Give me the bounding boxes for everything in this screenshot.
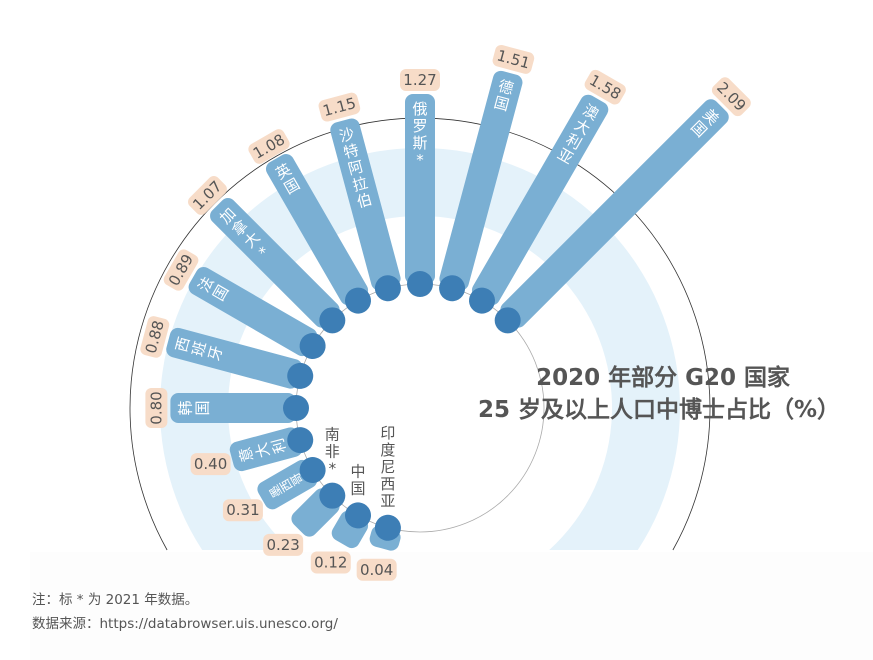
bar	[166, 327, 303, 389]
bar-dot	[345, 287, 371, 314]
source-note: 数据来源：https://databrowser.uis.unesco.org/	[32, 616, 338, 632]
bar-dot	[287, 427, 314, 454]
bar-group: 美国2.09	[494, 77, 751, 334]
category-label: 韩国	[176, 400, 211, 415]
bar-group	[369, 514, 401, 551]
bar-group: 英国1.08	[248, 129, 371, 314]
value-label-bg	[356, 558, 397, 581]
value-label-bg	[163, 249, 199, 291]
value-label-bg	[492, 44, 535, 74]
value-label-bg	[248, 129, 290, 164]
category-label: 沙特阿拉伯	[337, 124, 374, 211]
bar-dot	[287, 362, 314, 389]
bar	[188, 266, 318, 357]
bar-group: 俄罗斯* 1.27	[400, 69, 440, 297]
background-ring	[159, 148, 680, 550]
bar	[210, 198, 340, 328]
bar-dot	[374, 514, 401, 541]
value-label: 0.12	[314, 554, 347, 572]
category-label: 西班牙	[172, 335, 226, 363]
value-label: 0.40	[194, 455, 227, 473]
category-label: 俄罗斯*	[412, 100, 427, 169]
value-label: 0.80	[147, 391, 165, 424]
bar	[170, 393, 296, 423]
bar-dot	[319, 482, 346, 509]
value-label: 0.31	[226, 501, 259, 519]
category-label: 南非*	[325, 426, 340, 478]
footer: 注：标 * 为 2021 年数据。 数据来源：https://databrows…	[30, 552, 873, 660]
bar	[471, 94, 609, 306]
bar-group	[331, 502, 371, 549]
bar	[265, 154, 369, 306]
bar	[229, 427, 303, 472]
value-label-bg	[140, 316, 170, 358]
bar	[439, 70, 523, 291]
value-label-bg	[190, 453, 231, 476]
category-label: 德国	[492, 77, 516, 115]
bar-group: 墨西哥	[257, 457, 326, 510]
bar-dot	[299, 333, 326, 359]
bar-dot	[283, 395, 309, 421]
value-label: 0.88	[142, 318, 168, 355]
bar	[500, 99, 729, 328]
bar	[405, 94, 435, 284]
bar-group	[291, 482, 346, 537]
category-label: 中国	[350, 462, 365, 497]
value-label-bg	[145, 388, 168, 428]
value-label-bg	[318, 92, 361, 122]
bar-dot	[407, 271, 433, 297]
value-label: 1.27	[403, 71, 436, 89]
bar-dot	[299, 457, 326, 483]
value-label-bg	[222, 499, 263, 522]
title-line-2: 25 岁及以上人口中博士占比（%）	[477, 397, 840, 423]
value-label-bg	[310, 551, 351, 574]
value-label-bg	[400, 69, 440, 92]
category-label: 印度尼西亚	[380, 424, 395, 510]
category-label: 意大利	[236, 436, 290, 464]
value-label-bg	[263, 533, 304, 556]
category-label: 墨西哥	[267, 470, 306, 500]
title-line-1: 2020 年部分 G20 国家	[536, 365, 790, 391]
value-label-bg	[711, 77, 751, 117]
chart-title: 2020 年部分 G20 国家 25 岁及以上人口中博士占比（%）	[478, 362, 840, 426]
bar-group: 意大利	[229, 427, 314, 472]
value-label-bg	[188, 176, 227, 215]
value-label: 1.15	[321, 94, 358, 120]
bar-dot	[319, 307, 346, 334]
bar-dot	[374, 275, 401, 302]
value-label: 1.51	[495, 46, 532, 72]
bar-dot	[345, 502, 371, 529]
value-label: 0.23	[266, 536, 299, 554]
bar-dot	[494, 307, 521, 334]
bar-dot	[439, 275, 466, 302]
bar-dot	[469, 287, 495, 314]
bar-group: 韩国 0.80	[145, 388, 309, 428]
footnote: 注：标 * 为 2021 年数据。	[32, 592, 199, 608]
bar	[330, 118, 401, 291]
value-label: 0.04	[360, 561, 393, 579]
value-label-bg	[584, 69, 626, 105]
